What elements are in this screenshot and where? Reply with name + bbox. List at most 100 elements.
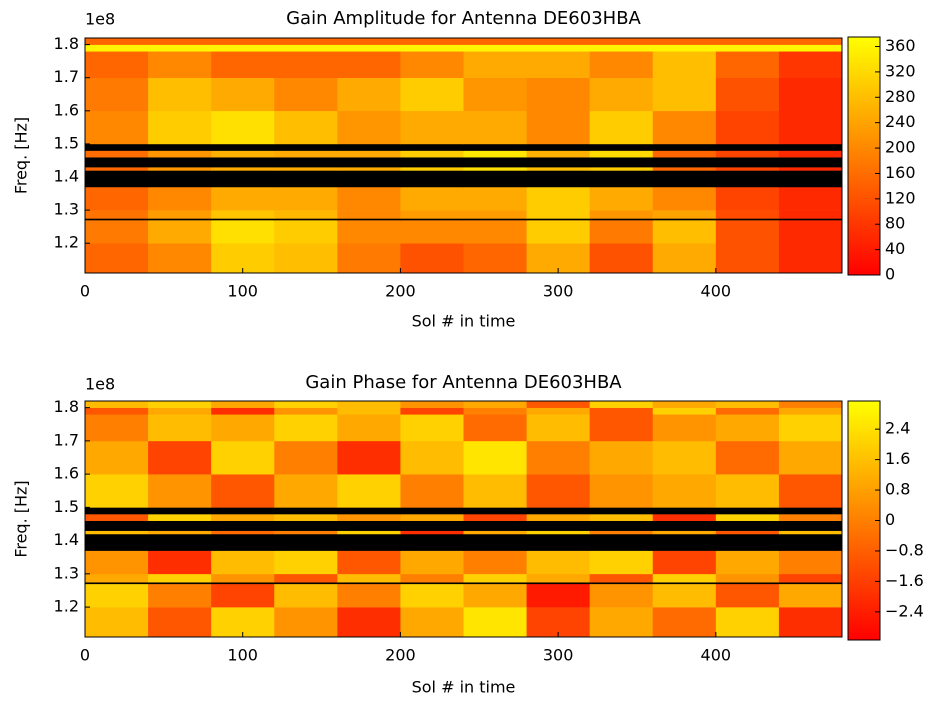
heatmap-cell xyxy=(337,520,401,531)
heatmap-cell xyxy=(652,38,717,45)
heatmap-cell xyxy=(337,550,401,575)
heatmap-cell xyxy=(337,607,401,638)
heatmap-cell xyxy=(715,220,780,244)
heatmap-cell xyxy=(778,143,843,151)
x-tick-label: 0 xyxy=(80,646,90,665)
heatmap-cell xyxy=(337,220,401,244)
heatmap-cell xyxy=(85,440,149,475)
heatmap-cell xyxy=(715,51,780,79)
x-tick-label: 100 xyxy=(227,282,258,301)
heatmap-cell xyxy=(589,573,654,583)
heatmap-cell xyxy=(715,440,780,475)
heatmap-cell xyxy=(526,150,591,158)
heatmap-cell xyxy=(589,520,654,531)
heatmap-cell xyxy=(274,150,338,158)
heatmap-cell xyxy=(463,414,528,442)
heatmap-cell xyxy=(85,157,149,168)
heatmap-cell xyxy=(85,414,149,442)
heatmap-cell xyxy=(778,167,843,171)
heatmap-cell xyxy=(715,533,780,551)
heatmap-cell xyxy=(148,150,212,158)
heatmap-cell xyxy=(463,218,528,221)
heatmap-cell xyxy=(400,514,464,521)
heatmap-cell xyxy=(85,110,149,145)
heatmap-cell xyxy=(400,186,464,211)
heatmap-cell xyxy=(274,550,338,575)
heatmap-cell xyxy=(400,220,464,244)
heatmap-cell xyxy=(337,401,401,408)
heatmap-cell xyxy=(400,401,464,408)
heatmap-cell xyxy=(148,44,212,52)
heatmap-cell xyxy=(211,38,275,45)
heatmap-cell xyxy=(589,407,654,415)
heatmap-cell xyxy=(337,150,401,158)
heatmap-cell xyxy=(211,110,275,145)
heatmap-cell xyxy=(274,474,338,508)
colorbar-tick-label: 360 xyxy=(885,36,916,55)
heatmap-cell xyxy=(400,77,464,112)
heatmap-cell xyxy=(400,440,464,475)
heatmap-cell xyxy=(400,474,464,508)
heatmap-cell xyxy=(274,533,338,551)
heatmap-cell xyxy=(85,220,149,244)
heatmap-cell xyxy=(463,157,528,168)
heatmap-cell xyxy=(211,514,275,521)
y-tick-label: 1.7 xyxy=(54,430,79,449)
heatmap-cell xyxy=(778,507,843,515)
colorbar-tick-label: −2.4 xyxy=(885,601,924,620)
heatmap-cell xyxy=(463,143,528,151)
heatmap-cell xyxy=(463,110,528,145)
heatmap-cell xyxy=(211,582,275,585)
heatmap-cell xyxy=(589,110,654,145)
heatmap-cell xyxy=(274,414,338,442)
colorbar-tick-label: 160 xyxy=(885,163,916,182)
heatmap-cell xyxy=(400,583,464,608)
heatmap-cell xyxy=(778,514,843,521)
heatmap-cell xyxy=(211,474,275,508)
heatmap-cell xyxy=(589,150,654,158)
heatmap-cell xyxy=(85,607,149,638)
heatmap-cell xyxy=(148,170,212,188)
heatmap-cell xyxy=(211,573,275,583)
heatmap-cell xyxy=(652,533,717,551)
y-tick-label: 1.8 xyxy=(54,397,79,416)
heatmap-cell xyxy=(148,167,212,171)
heatmap-cell xyxy=(337,582,401,585)
heatmap-cell xyxy=(526,77,591,112)
heatmap-cell xyxy=(148,110,212,145)
x-axis-label: Sol # in time xyxy=(412,312,516,331)
heatmap-cell xyxy=(589,143,654,151)
heatmap-cell xyxy=(85,583,149,608)
heatmap-cell xyxy=(274,514,338,521)
heatmap-cell xyxy=(589,170,654,188)
heatmap-cell xyxy=(526,550,591,575)
heatmap-cell xyxy=(85,401,149,408)
heatmap-cell xyxy=(85,167,149,171)
heatmap-cell xyxy=(211,186,275,211)
heatmap-cell xyxy=(715,167,780,171)
heatmap-cell xyxy=(274,440,338,475)
colorbar-tick-label: 40 xyxy=(885,239,905,258)
heatmap-cell xyxy=(274,157,338,168)
heatmap-cell xyxy=(715,38,780,45)
heatmap-cell xyxy=(274,243,338,274)
heatmap-cell xyxy=(148,401,212,408)
chart-title: Gain Phase for Antenna DE603HBA xyxy=(305,372,622,393)
heatmap-cell xyxy=(652,530,717,535)
heatmap-cell xyxy=(85,582,149,585)
chart-title: Gain Amplitude for Antenna DE603HBA xyxy=(286,8,641,29)
heatmap-cell xyxy=(715,607,780,638)
heatmap-cell xyxy=(589,533,654,551)
heatmap-cell xyxy=(778,414,843,442)
heatmap-cell xyxy=(715,218,780,221)
heatmap-cell xyxy=(715,77,780,112)
heatmap-cell xyxy=(148,414,212,442)
heatmap-cell xyxy=(715,150,780,158)
colorbar-tick-label: 1.6 xyxy=(885,449,910,468)
heatmap-cell xyxy=(337,530,401,535)
heatmap-cell xyxy=(463,44,528,52)
colorbar-tick-label: 80 xyxy=(885,214,905,233)
heatmap-cell xyxy=(148,143,212,151)
heatmap-cell xyxy=(211,507,275,515)
heatmap-cell xyxy=(85,530,149,535)
